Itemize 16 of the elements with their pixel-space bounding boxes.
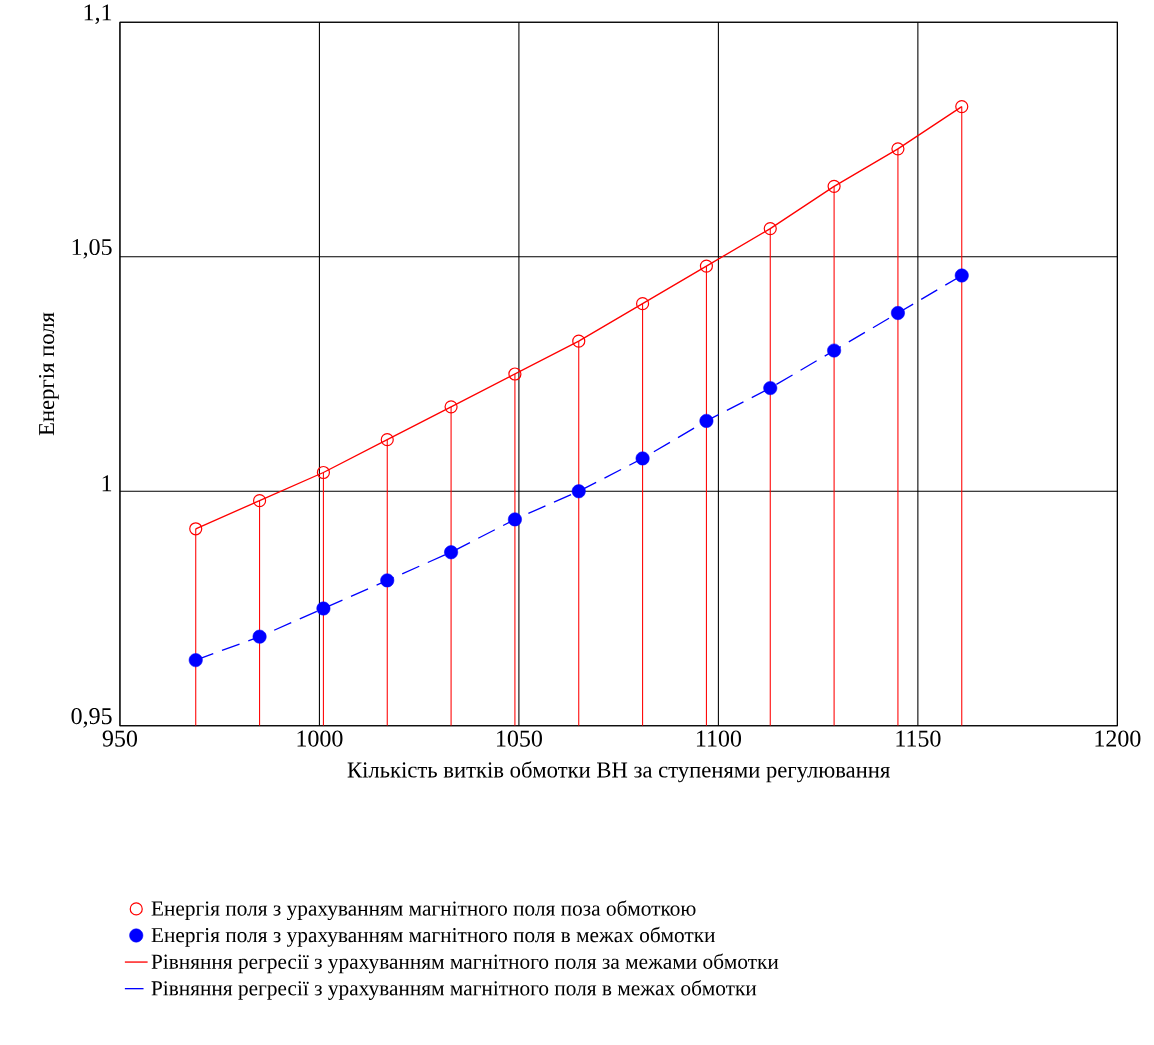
legend-label: Рівняння регресії з урахуванням магнітного поля в межах обмотки xyxy=(151,980,757,1000)
x-tick-label: 1000 xyxy=(297,730,343,747)
legend-label: Рівняння регресії з урахуванням магнітного поля за межами обмотки xyxy=(151,953,779,974)
x-tick-label: 1050 xyxy=(497,730,542,747)
legend-label: Енергія поля з урахуванням магнітного поля в межах обмотки xyxy=(151,926,715,947)
legend-label: Енергія поля з урахуванням магнітного поля поза обмоткою xyxy=(151,900,696,921)
x-tick-label: 950 xyxy=(102,730,138,747)
y-tick-label: 1 xyxy=(102,475,112,492)
x-tick-label: 1150 xyxy=(896,730,941,747)
x-tick-label: 1100 xyxy=(696,730,742,747)
y-axis-title: Енергія поля xyxy=(38,312,59,436)
x-tick-label: 1200 xyxy=(1095,730,1141,747)
x-axis-title: Кількість витків обмотки ВН за ступенями регулювання xyxy=(347,761,890,783)
y-tick-label: 1,1 xyxy=(84,4,112,24)
y-tick-label: 1,05 xyxy=(72,238,112,259)
y-tick-label: 0,95 xyxy=(71,708,112,728)
